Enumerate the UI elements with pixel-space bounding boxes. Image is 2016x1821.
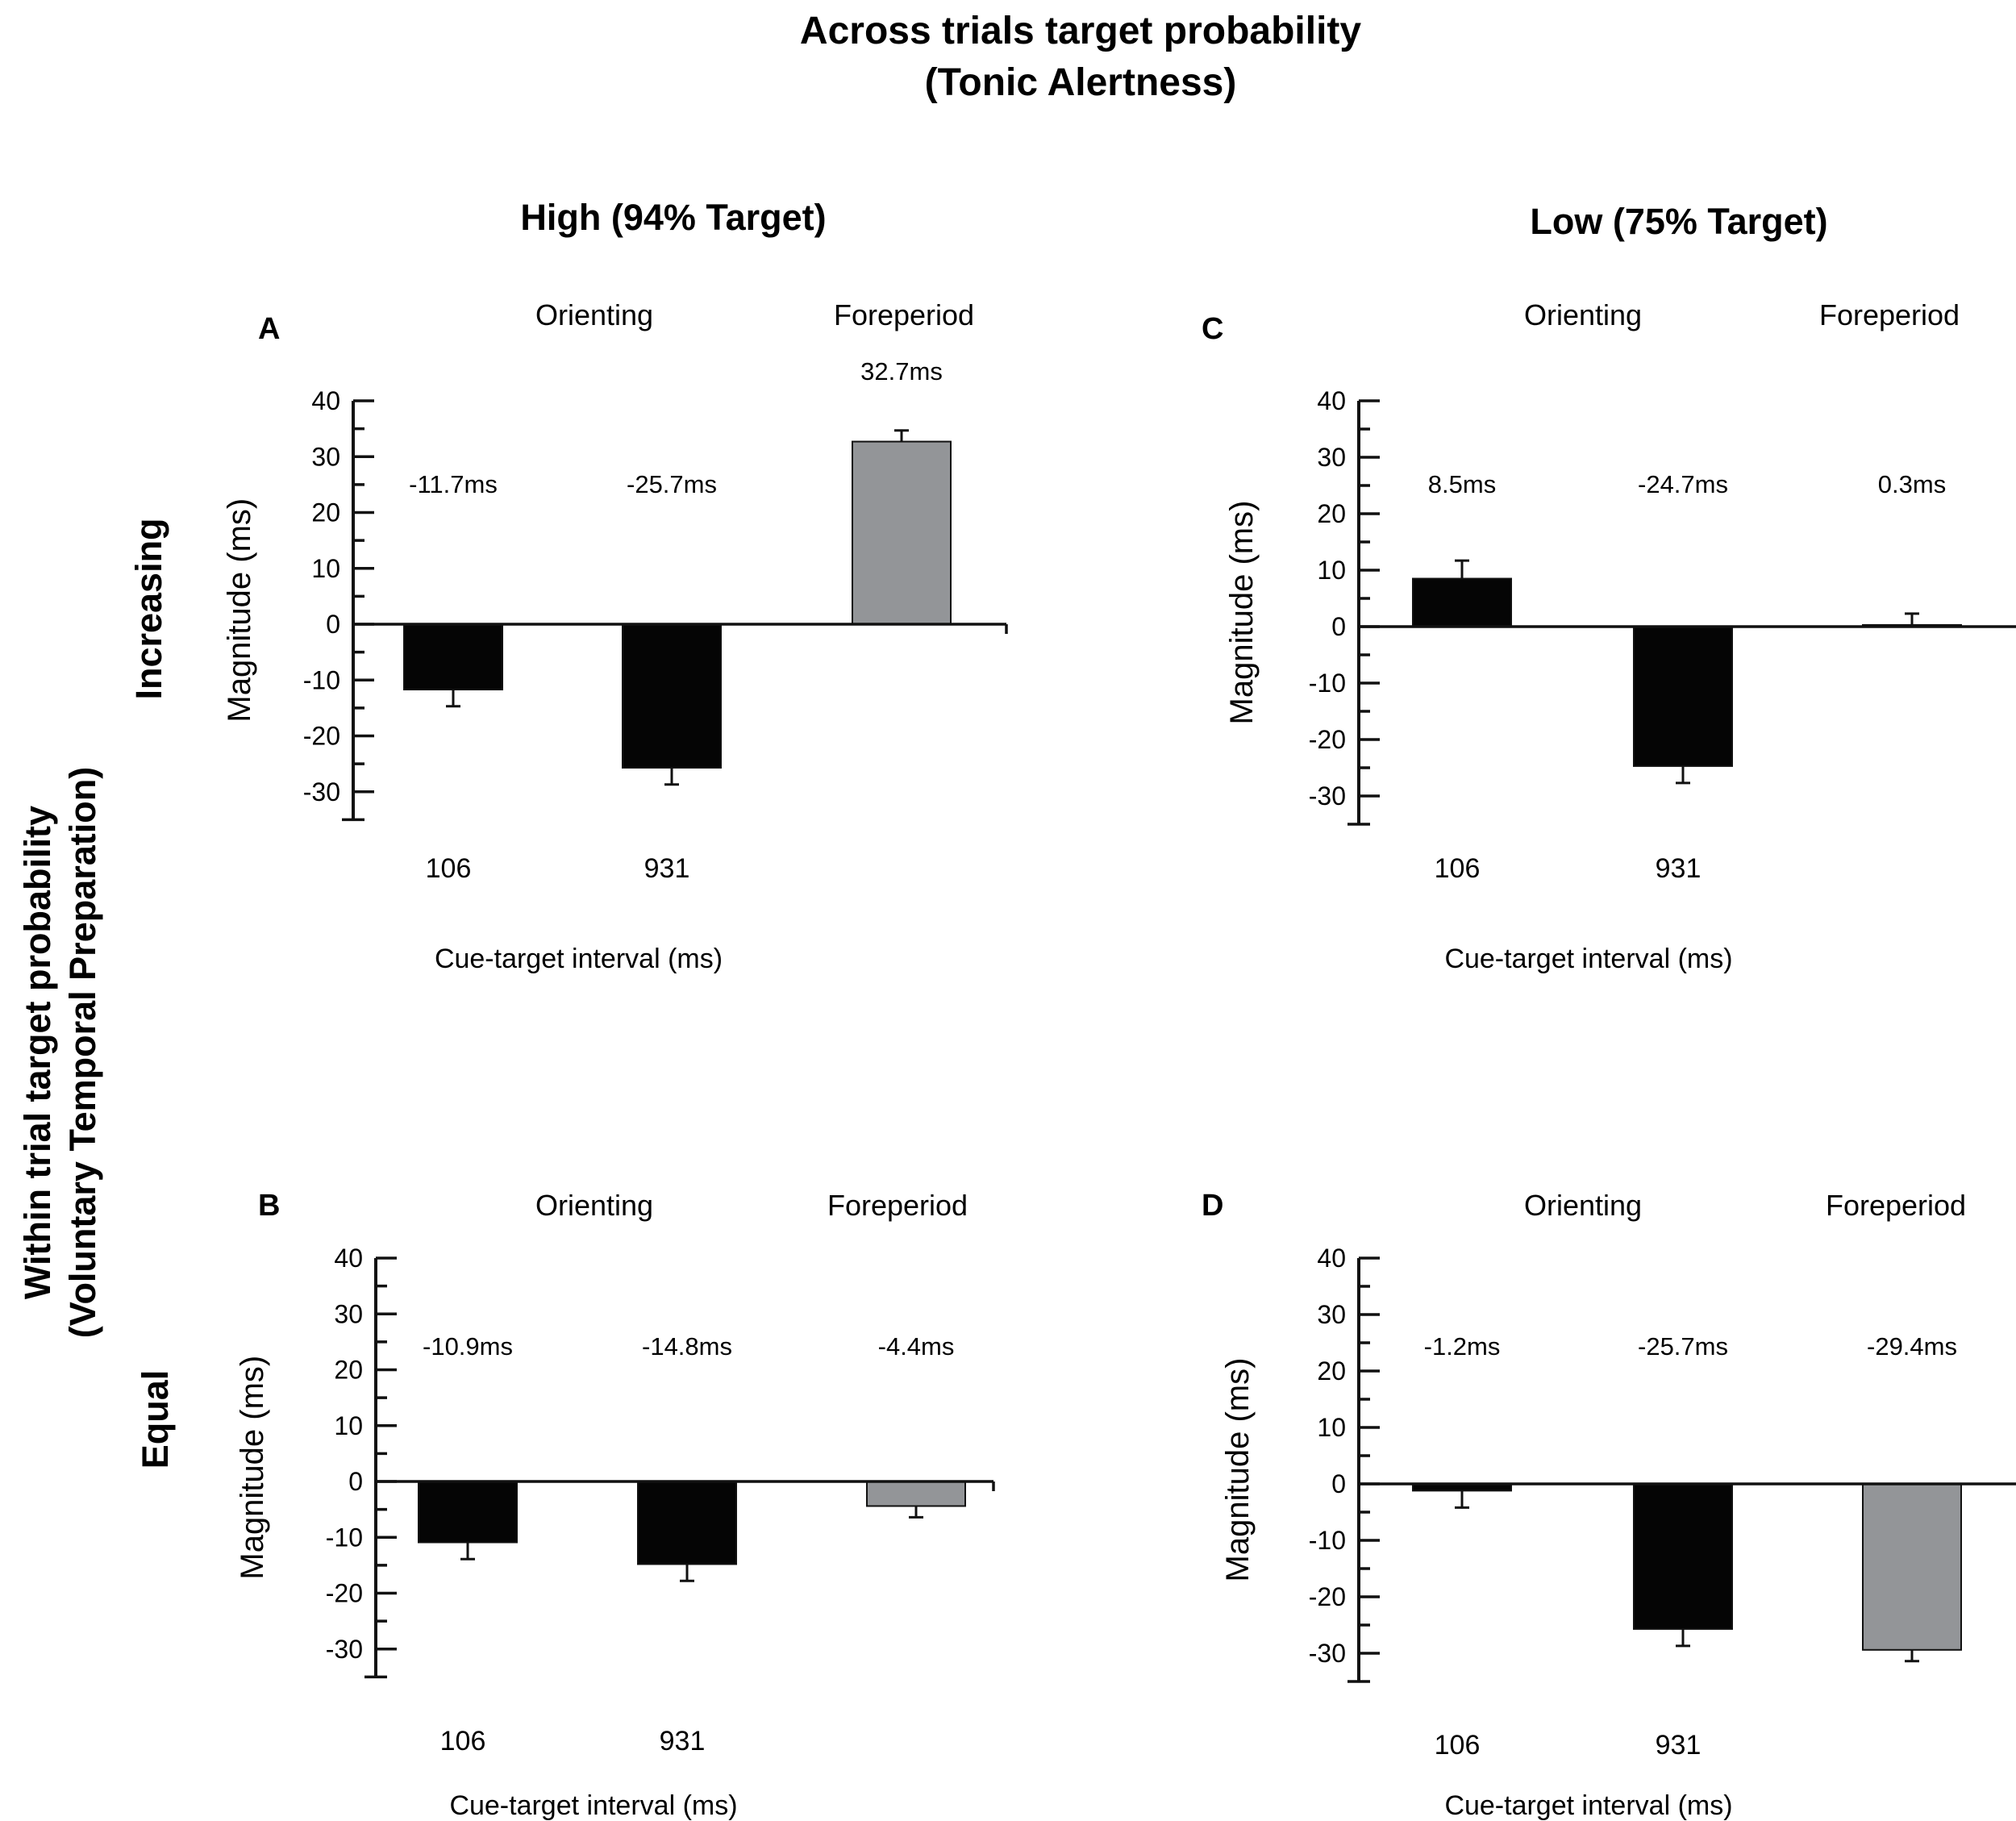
panel-a: A Orienting Foreperiod 40 30 20 10 0 -10 -20 -30 Ma… [222,298,1008,974]
y-tick-label: -10 [1309,1526,1346,1555]
panel-letter: B [258,1189,280,1223]
y-tick-label: 10 [334,1411,363,1440]
panels-group: A Orienting Foreperiod 40 30 20 10 0 -10 -20 -30 Ma… [222,298,2016,1821]
figure-title-line2: (Tonic Alertness) [925,61,1237,104]
bar-1 [403,623,503,691]
value-label-2: -24.7ms [1638,470,1728,498]
panel-c: C Orienting Foreperiod 40 30 20 10 0 -10 -20 -30 Ma… [1202,298,2016,974]
group-label-orienting: Orienting [535,298,653,331]
x-axis-label: Cue-target interval (ms) [449,1790,737,1821]
value-label-2: -25.7ms [627,470,717,498]
y-tick-label: -20 [1309,725,1346,754]
value-label-1: -11.7ms [409,470,498,498]
y-tick-label: 10 [1317,1413,1346,1442]
y-tick-label: -30 [326,1635,363,1664]
column-label-high: High (94% Target) [520,197,826,238]
bar-2 [1633,1483,1733,1630]
y-tick-label: 0 [1331,612,1346,641]
row-header-line2: (Voluntary Temporal Preparation) [62,767,103,1338]
figure-title-line1: Across trials target probability [800,10,1361,52]
row-header-line1: Within trial target probability [17,806,58,1299]
y-tick-label: -20 [326,1579,363,1608]
y-axis-label: Magnitude (ms) [222,498,257,723]
y-tick-label: 10 [311,554,340,583]
category-label-106: 106 [440,1726,486,1756]
panel-d: D Orienting Foreperiod 40 30 20 10 0 -10 -20 -30 Ma… [1202,1189,2016,1821]
bar-1 [1412,577,1512,627]
row-label-equal: Equal [135,1370,176,1469]
group-label-foreperiod: Foreperiod [1826,1189,1966,1222]
y-tick-label: 30 [334,1299,363,1328]
bar-2 [622,623,722,769]
group-label-foreperiod: Foreperiod [827,1189,968,1222]
y-tick-label: 10 [1317,556,1346,585]
y-tick-label: 20 [1317,1356,1346,1386]
x-axis-label: Cue-target interval (ms) [435,944,723,974]
bar-3 [1862,1483,1962,1651]
y-tick-label: -10 [303,665,340,694]
y-tick-label: 30 [1317,1300,1346,1329]
category-label-931: 931 [660,1726,706,1756]
value-label-3: -4.4ms [878,1332,955,1361]
bar-2 [1633,626,1733,767]
y-tick-label: -30 [1309,1639,1346,1668]
value-label-1: -10.9ms [423,1332,513,1361]
y-tick-label: 40 [1317,1244,1346,1273]
group-label-orienting: Orienting [535,1189,653,1222]
category-label-106: 106 [426,853,472,884]
category-label-931: 931 [1656,1730,1702,1761]
y-axis-label: Magnitude (ms) [235,1356,270,1580]
group-label-foreperiod: Foreperiod [1819,298,1960,331]
bar-2 [637,1481,737,1565]
row-label-increasing: Increasing [128,518,169,699]
y-tick-label: 40 [311,386,340,415]
y-tick-label: 20 [311,498,340,527]
panel-letter: A [258,312,280,346]
value-label-1: -1.2ms [1424,1332,1501,1361]
panel-letter: D [1202,1189,1223,1223]
y-tick-label: 40 [334,1244,363,1273]
y-tick-label: 30 [1317,443,1346,472]
y-tick-label: 30 [311,442,340,471]
y-tick-label: -20 [1309,1582,1346,1611]
bar-3 [852,440,952,625]
y-tick-label: 0 [326,610,340,639]
value-label-3: 0.3ms [1878,470,1946,498]
group-label-orienting: Orienting [1524,1189,1642,1222]
y-tick-label: 20 [1317,499,1346,528]
bar-1 [418,1481,518,1544]
y-tick-label: -20 [303,722,340,751]
category-label-106: 106 [1435,1730,1481,1761]
value-label-2: -25.7ms [1638,1332,1728,1361]
y-tick-label: 0 [348,1467,363,1496]
group-label-orienting: Orienting [1524,298,1642,331]
y-axis-label: Magnitude (ms) [1220,1358,1256,1582]
value-label-3: 32.7ms [860,357,943,385]
y-tick-label: 0 [1331,1469,1346,1498]
panel-letter: C [1202,312,1223,346]
panel-b: B Orienting Foreperiod 40 30 20 10 0 -10 -20 -30 Ma… [235,1189,995,1821]
y-tick-label: -30 [1309,781,1346,810]
column-label-low: Low (75% Target) [1530,201,1827,242]
y-tick-label: -10 [1309,669,1346,698]
x-axis-label: Cue-target interval (ms) [1444,1790,1732,1821]
y-tick-label: -30 [303,777,340,806]
y-axis-label: Magnitude (ms) [1224,501,1260,725]
y-tick-label: -10 [326,1523,363,1552]
value-label-2: -14.8ms [642,1332,732,1361]
category-label-931: 931 [1656,853,1702,884]
value-label-1: 8.5ms [1428,470,1496,498]
x-axis-label: Cue-target interval (ms) [1444,944,1732,974]
y-tick-label: 40 [1317,386,1346,415]
group-label-foreperiod: Foreperiod [834,298,974,331]
value-label-3: -29.4ms [1867,1332,1957,1361]
category-label-931: 931 [644,853,690,884]
bar-3 [866,1481,966,1507]
category-label-106: 106 [1435,853,1481,884]
y-tick-label: 20 [334,1356,363,1385]
